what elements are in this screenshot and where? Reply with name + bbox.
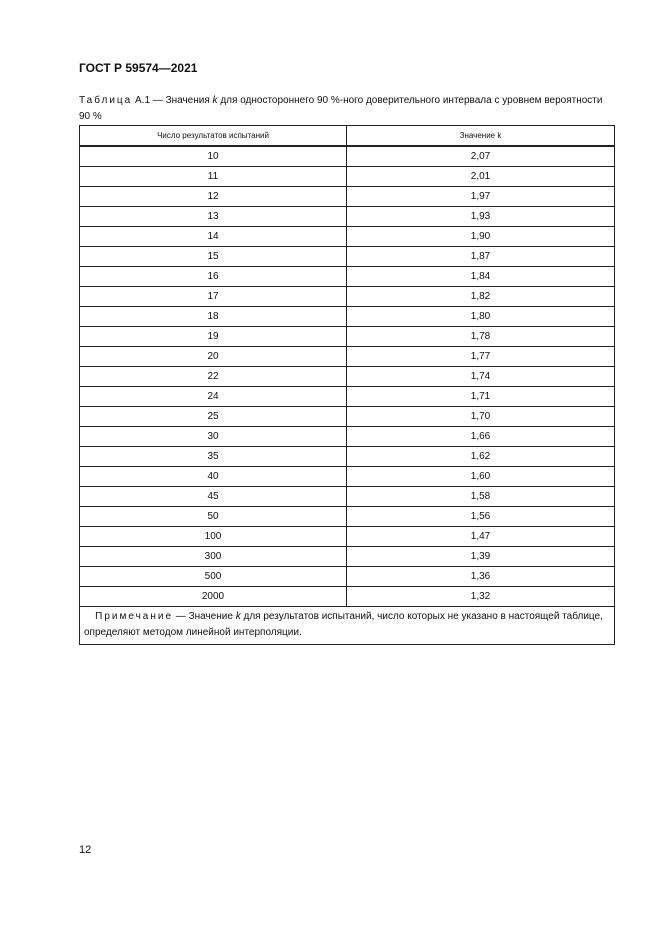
cell-count: 16 (79, 266, 347, 287)
cell-count: 100 (79, 526, 347, 547)
cell-count: 22 (79, 366, 347, 387)
cell-count: 500 (79, 566, 347, 587)
table-row: 300 1,39 (79, 546, 615, 567)
cell-count: 10 (79, 145, 347, 167)
cell-k-value: 1,32 (346, 586, 615, 607)
table-caption: Таблица А.1 — Значения k для односторонн… (79, 93, 615, 125)
cell-k-value: 2,01 (346, 166, 615, 187)
table-row: 13 1,93 (79, 206, 615, 227)
cell-count: 40 (79, 466, 347, 487)
table-row: 100 1,47 (79, 526, 615, 547)
k-values-table: Число результатов испытаний Значение k 1… (79, 125, 615, 645)
cell-count: 18 (79, 306, 347, 327)
note-label: Примечание (95, 611, 174, 622)
caption-text-end: для одностороннего 90 %-ного доверительн… (79, 95, 603, 122)
table-row: 12 1,97 (79, 186, 615, 207)
table-row: 40 1,60 (79, 466, 615, 487)
caption-label: Таблица (79, 95, 133, 106)
cell-k-value: 1,97 (346, 186, 615, 207)
cell-k-value: 1,80 (346, 306, 615, 327)
table-note: Примечание — Значение k для результатов … (79, 606, 615, 645)
cell-count: 25 (79, 406, 347, 427)
cell-count: 11 (79, 166, 347, 187)
table-row: 20 1,77 (79, 346, 615, 367)
cell-k-value: 1,62 (346, 446, 615, 467)
cell-count: 12 (79, 186, 347, 207)
table-row: 22 1,74 (79, 366, 615, 387)
cell-count: 20 (79, 346, 347, 367)
table-row: 11 2,01 (79, 166, 615, 187)
cell-k-value: 2,07 (346, 145, 615, 167)
cell-k-value: 1,93 (346, 206, 615, 227)
cell-k-value: 1,78 (346, 326, 615, 347)
table-row: 10 2,07 (79, 145, 615, 167)
note-text: — Значение (173, 611, 236, 622)
table-row: 15 1,87 (79, 246, 615, 267)
cell-k-value: 1,87 (346, 246, 615, 267)
cell-k-value: 1,60 (346, 466, 615, 487)
cell-k-value: 1,71 (346, 386, 615, 407)
cell-count: 17 (79, 286, 347, 307)
cell-k-value: 1,58 (346, 486, 615, 507)
cell-count: 24 (79, 386, 347, 407)
table-row: 35 1,62 (79, 446, 615, 467)
table-header-row: Число результатов испытаний Значение k (79, 125, 615, 147)
page-number: 12 (79, 844, 92, 856)
table-row: 14 1,90 (79, 226, 615, 247)
column-header-count: Число результатов испытаний (79, 125, 347, 147)
cell-count: 15 (79, 246, 347, 267)
cell-k-value: 1,82 (346, 286, 615, 307)
cell-k-value: 1,70 (346, 406, 615, 427)
cell-k-value: 1,39 (346, 546, 615, 567)
cell-count: 19 (79, 326, 347, 347)
table-note-row: Примечание — Значение k для результатов … (79, 606, 615, 645)
caption-text: А.1 — Значения (132, 95, 213, 106)
cell-k-value: 1,90 (346, 226, 615, 247)
cell-count: 45 (79, 486, 347, 507)
table-row: 25 1,70 (79, 406, 615, 427)
cell-k-value: 1,77 (346, 346, 615, 367)
table-row: 500 1,36 (79, 566, 615, 587)
document-code: ГОСТ Р 59574—2021 (79, 61, 198, 75)
cell-k-value: 1,84 (346, 266, 615, 287)
cell-k-value: 1,74 (346, 366, 615, 387)
cell-k-value: 1,47 (346, 526, 615, 547)
note-k: k (235, 611, 241, 622)
table-row: 50 1,56 (79, 506, 615, 527)
cell-count: 30 (79, 426, 347, 447)
table-row: 24 1,71 (79, 386, 615, 407)
cell-count: 14 (79, 226, 347, 247)
cell-count: 2000 (79, 586, 347, 607)
cell-count: 35 (79, 446, 347, 467)
cell-count: 13 (79, 206, 347, 227)
table-row: 45 1,58 (79, 486, 615, 507)
cell-count: 300 (79, 546, 347, 567)
table-row: 16 1,84 (79, 266, 615, 287)
column-header-k: Значение k (346, 125, 615, 147)
cell-k-value: 1,36 (346, 566, 615, 587)
table-row: 18 1,80 (79, 306, 615, 327)
table-row: 17 1,82 (79, 286, 615, 307)
table-row: 30 1,66 (79, 426, 615, 447)
cell-k-value: 1,66 (346, 426, 615, 447)
table-row: 19 1,78 (79, 326, 615, 347)
note-text-end: для результатов испытаний, число которых… (84, 611, 603, 638)
cell-count: 50 (79, 506, 347, 527)
table-row: 2000 1,32 (79, 586, 615, 607)
caption-k: k (212, 95, 218, 106)
cell-k-value: 1,56 (346, 506, 615, 527)
